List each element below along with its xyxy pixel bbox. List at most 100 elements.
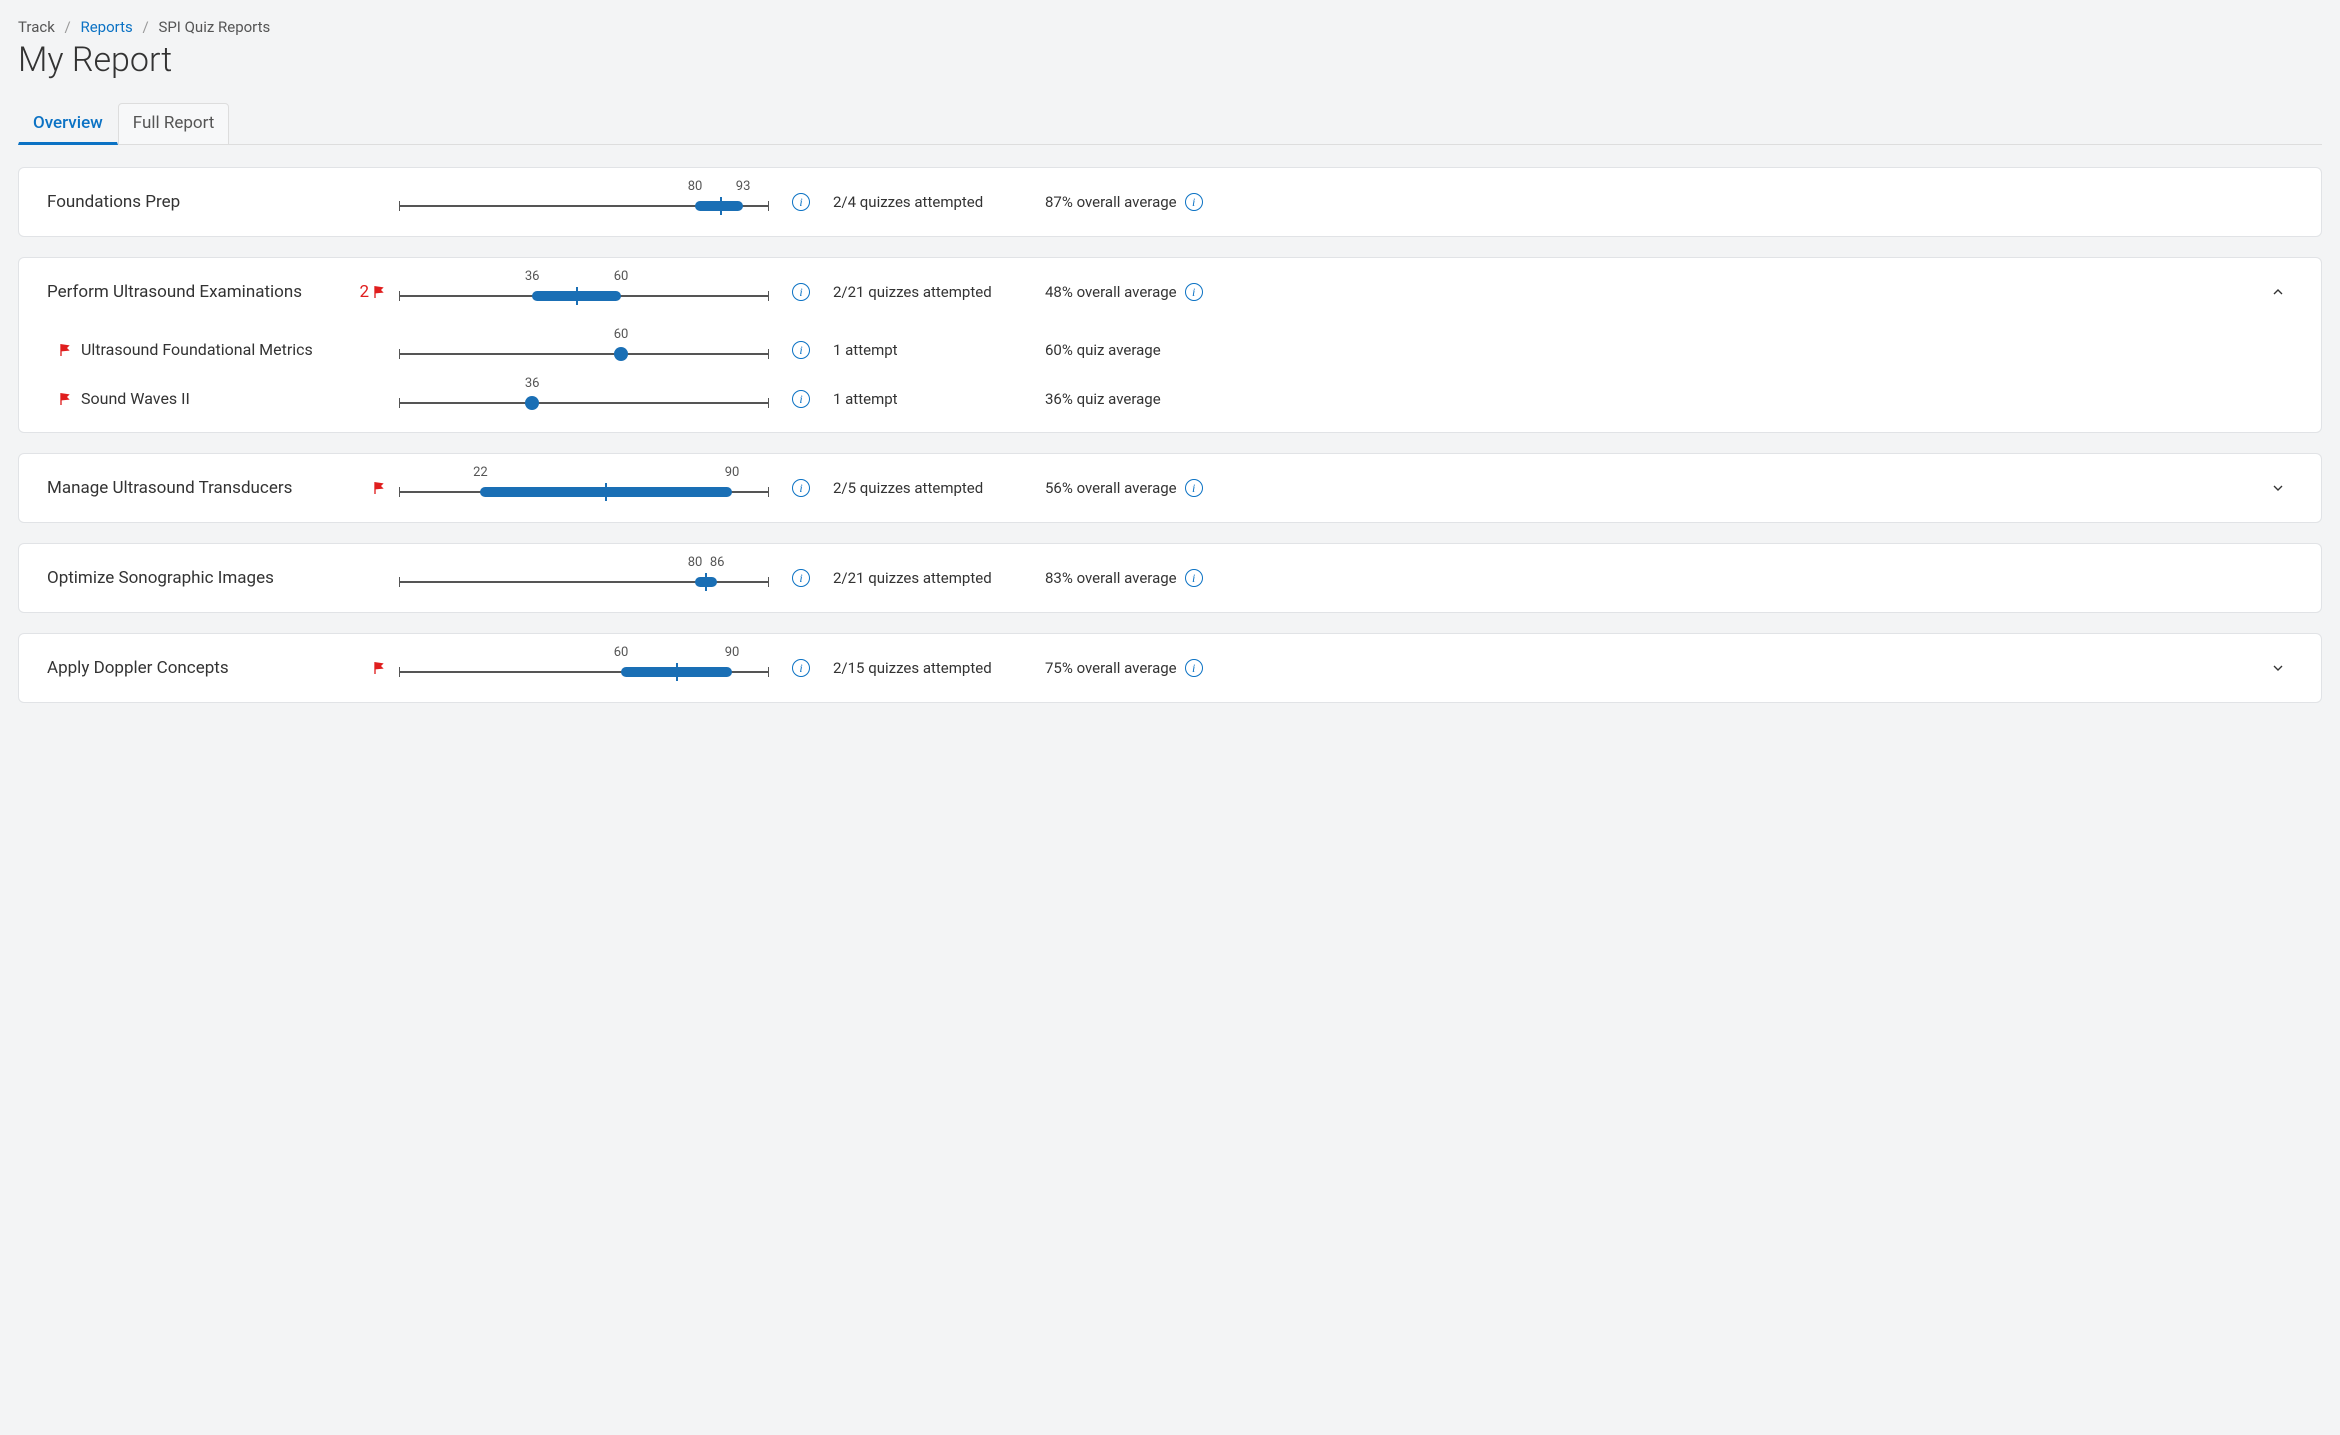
flag-icon — [57, 342, 73, 358]
report-section-card: Apply Doppler Concepts 60 90 i 2/15 quiz… — [18, 633, 2322, 703]
range-low-label: 22 — [473, 465, 488, 480]
section-title: Manage Ultrasound Transducers — [47, 478, 387, 498]
sub-quiz-title-text: Sound Waves II — [81, 389, 190, 408]
range-low-label: 80 — [688, 179, 703, 194]
range-high-label: 60 — [614, 269, 629, 284]
range-mid-tick — [720, 197, 722, 215]
page-title: My Report — [18, 40, 2322, 80]
section-title-text: Optimize Sonographic Images — [47, 568, 274, 588]
score-point: 36 — [399, 402, 769, 404]
flag-icon — [57, 391, 73, 407]
attempts-text: 2/4 quizzes attempted — [833, 193, 1033, 211]
range-mid-tick — [576, 287, 578, 305]
avg-info-icon[interactable]: i — [1185, 569, 1203, 587]
range-info-icon[interactable]: i — [792, 479, 810, 497]
avg-info-icon[interactable]: i — [1185, 479, 1203, 497]
range-high-label: 90 — [725, 645, 740, 660]
chevron-down-icon — [2270, 660, 2286, 676]
flag-count: 2 — [359, 282, 387, 302]
average-text: 87% overall average i — [1045, 193, 1203, 211]
average-text: 75% overall average i — [1045, 659, 1203, 677]
range-track: 60 90 — [399, 671, 769, 673]
range-info-icon[interactable]: i — [792, 283, 810, 301]
section-title-text: Manage Ultrasound Transducers — [47, 478, 292, 498]
score-range: 36 60 — [399, 295, 769, 297]
sub-attempts-text: 1 attempt — [833, 341, 1033, 359]
range-track: 80 93 — [399, 205, 769, 207]
avg-info-icon[interactable]: i — [1185, 283, 1203, 301]
section-title: Apply Doppler Concepts — [47, 658, 387, 678]
expand-toggle[interactable] — [2263, 284, 2293, 300]
range-mid-tick — [676, 663, 678, 681]
flag-count — [371, 480, 387, 496]
sub-quiz-title-text: Ultrasound Foundational Metrics — [81, 340, 313, 359]
expand-toggle[interactable] — [2263, 660, 2293, 676]
breadcrumb-sep: / — [143, 18, 149, 36]
attempts-text: 2/21 quizzes attempted — [833, 283, 1033, 301]
range-low-label: 36 — [525, 269, 540, 284]
chevron-up-icon — [2270, 284, 2286, 300]
range-track: 60 — [399, 353, 769, 355]
sub-attempts-text: 1 attempt — [833, 390, 1033, 408]
sub-range-info-icon[interactable]: i — [792, 341, 810, 359]
score-point: 60 — [399, 353, 769, 355]
flag-count — [371, 660, 387, 676]
range-low-label: 60 — [614, 645, 629, 660]
tab-overview[interactable]: Overview — [18, 103, 118, 145]
section-row: Optimize Sonographic Images 80 86 i 2/21… — [47, 568, 2293, 588]
sub-average-text: 60% quiz average — [1045, 341, 1161, 359]
range-track: 36 60 — [399, 295, 769, 297]
section-row: Manage Ultrasound Transducers 22 90 i 2/… — [47, 478, 2293, 498]
range-low-label: 80 — [688, 555, 703, 570]
section-title-text: Foundations Prep — [47, 192, 180, 212]
range-dot — [614, 347, 628, 361]
avg-info-icon[interactable]: i — [1185, 659, 1203, 677]
sub-quiz-title: Sound Waves II — [47, 389, 387, 408]
point-label: 36 — [525, 376, 540, 391]
section-title: Optimize Sonographic Images — [47, 568, 387, 588]
sub-quiz-title: Ultrasound Foundational Metrics — [47, 340, 387, 359]
attempts-text: 2/21 quizzes attempted — [833, 569, 1033, 587]
flag-icon — [371, 480, 387, 496]
range-high-label: 90 — [725, 465, 740, 480]
score-range: 80 86 — [399, 581, 769, 583]
range-track: 22 90 — [399, 491, 769, 493]
range-mid-tick — [605, 483, 607, 501]
range-info-icon[interactable]: i — [792, 193, 810, 211]
range-mid-tick — [705, 573, 707, 591]
average-text: 83% overall average i — [1045, 569, 1203, 587]
report-section-card: Manage Ultrasound Transducers 22 90 i 2/… — [18, 453, 2322, 523]
average-text: 48% overall average i — [1045, 283, 1203, 301]
flag-icon — [371, 284, 387, 300]
chevron-down-icon — [2270, 480, 2286, 496]
range-high-label: 86 — [710, 555, 725, 570]
range-track: 80 86 — [399, 581, 769, 583]
tabs: Overview Full Report — [18, 102, 2322, 145]
section-row: Apply Doppler Concepts 60 90 i 2/15 quiz… — [47, 658, 2293, 678]
breadcrumb-current: SPI Quiz Reports — [158, 18, 270, 36]
sub-quiz-row: Ultrasound Foundational Metrics 60 i 1 a… — [47, 340, 2293, 359]
report-section-card: Optimize Sonographic Images 80 86 i 2/21… — [18, 543, 2322, 613]
range-info-icon[interactable]: i — [792, 659, 810, 677]
report-section-card: Perform Ultrasound Examinations 2 36 60 … — [18, 257, 2322, 433]
range-info-icon[interactable]: i — [792, 569, 810, 587]
section-row: Foundations Prep 80 93 i 2/4 quizzes att… — [47, 192, 2293, 212]
breadcrumb-link-reports[interactable]: Reports — [80, 18, 132, 36]
section-title-text: Perform Ultrasound Examinations — [47, 282, 302, 302]
breadcrumb-root: Track — [18, 18, 55, 36]
score-range: 22 90 — [399, 491, 769, 493]
point-label: 60 — [614, 327, 629, 342]
sub-range-info-icon[interactable]: i — [792, 390, 810, 408]
expand-toggle[interactable] — [2263, 480, 2293, 496]
section-row: Perform Ultrasound Examinations 2 36 60 … — [47, 282, 2293, 302]
attempts-text: 2/15 quizzes attempted — [833, 659, 1033, 677]
section-title: Perform Ultrasound Examinations 2 — [47, 282, 387, 302]
avg-info-icon[interactable]: i — [1185, 193, 1203, 211]
section-title-text: Apply Doppler Concepts — [47, 658, 229, 678]
range-dot — [525, 396, 539, 410]
tab-full-report[interactable]: Full Report — [118, 103, 230, 145]
flag-icon — [371, 660, 387, 676]
report-section-card: Foundations Prep 80 93 i 2/4 quizzes att… — [18, 167, 2322, 237]
breadcrumb-sep: / — [65, 18, 71, 36]
sub-quiz-list: Ultrasound Foundational Metrics 60 i 1 a… — [47, 340, 2293, 408]
